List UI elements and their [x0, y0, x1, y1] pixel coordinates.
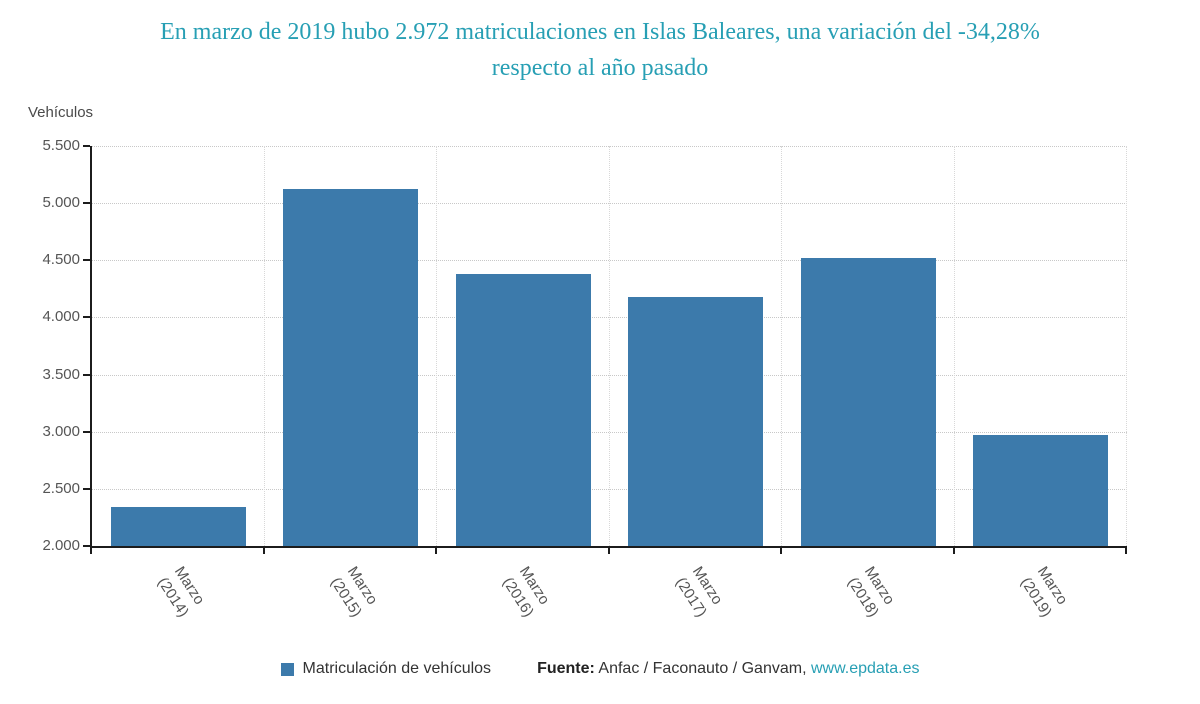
h-gridline [92, 146, 1127, 147]
y-axis-tick-mark [83, 487, 90, 490]
chart-title: En marzo de 2019 hubo 2.972 matriculacio… [20, 14, 1180, 86]
y-axis-tick-mark [83, 373, 90, 376]
x-axis-tick-mark [262, 548, 265, 554]
y-axis-tick-label: 2.000 [42, 537, 80, 554]
x-axis-tick-mark [435, 548, 437, 554]
h-gridline [92, 374, 1127, 376]
y-axis-tick-label: 2.500 [42, 479, 80, 497]
y-axis-tick-label: 3.000 [42, 422, 80, 440]
bar-2017[interactable] [628, 297, 763, 546]
y-axis-tick-mark [83, 316, 90, 319]
h-gridline [92, 260, 1127, 262]
v-gridline [263, 146, 265, 546]
source-link[interactable]: www.epdata.es [810, 660, 920, 677]
x-axis-label: Marzo (2018) [844, 563, 899, 620]
bar-2016[interactable] [456, 274, 591, 546]
source-line: Fuente: Anfac / Faconauto / Ganvam, www.… [537, 660, 919, 678]
v-gridline [781, 146, 782, 546]
legend-label: Matriculación de vehículos [302, 660, 492, 677]
x-axis-label: Marzo (2017) [672, 563, 726, 620]
x-axis-tick-mark [1125, 548, 1127, 554]
y-axis-tick-mark [83, 545, 90, 547]
h-gridline [92, 203, 1127, 205]
h-gridline [92, 317, 1127, 319]
y-axis-tick-label: 4.500 [42, 251, 80, 269]
y-axis-tick-label: 3.500 [42, 365, 80, 383]
y-axis-tick-label: 5.500 [42, 137, 80, 154]
bar-2014[interactable] [111, 507, 246, 546]
x-axis-label: Marzo (2019) [1017, 563, 1071, 620]
y-axis-title: Vehículos [28, 104, 94, 121]
v-gridline [1126, 146, 1127, 546]
x-axis-tick-mark [952, 548, 955, 554]
source-label: Fuente: [537, 660, 595, 677]
chart-title-line2: respecto al año pasado [491, 55, 709, 81]
y-axis-tick-label: 4.000 [42, 308, 80, 326]
chart-title-line1: En marzo de 2019 hubo 2.972 matriculacio… [160, 19, 1040, 45]
bar-2018[interactable] [801, 258, 936, 546]
y-axis-tick-label: 5.000 [42, 194, 80, 212]
v-gridline [953, 146, 955, 546]
h-gridline [92, 488, 1127, 490]
y-axis-tick-mark [83, 259, 90, 262]
legend-swatch [280, 662, 294, 676]
x-axis-label: Marzo (2016) [499, 563, 554, 620]
bar-2015[interactable] [283, 189, 418, 546]
legend-item[interactable]: Matriculación de vehículos [280, 660, 492, 678]
v-gridline [436, 146, 437, 546]
x-axis-tick-mark [780, 548, 782, 554]
x-axis-tick-mark [607, 548, 610, 554]
v-gridline [608, 146, 610, 546]
y-axis-tick-mark [83, 430, 90, 433]
bar-2019[interactable] [973, 435, 1108, 546]
source-text: Anfac / Faconauto / Ganvam, [598, 660, 807, 677]
plot-area [90, 146, 1127, 548]
chart-footer: Matriculación de vehículos Fuente: Anfac… [0, 660, 1200, 678]
x-axis-label: Marzo (2014) [154, 563, 209, 620]
y-axis-tick-mark [83, 202, 90, 205]
h-gridline [92, 431, 1127, 433]
x-axis-tick-mark [90, 548, 92, 554]
x-axis-label: Marzo (2015) [327, 563, 381, 620]
y-axis-tick-mark [83, 145, 90, 147]
